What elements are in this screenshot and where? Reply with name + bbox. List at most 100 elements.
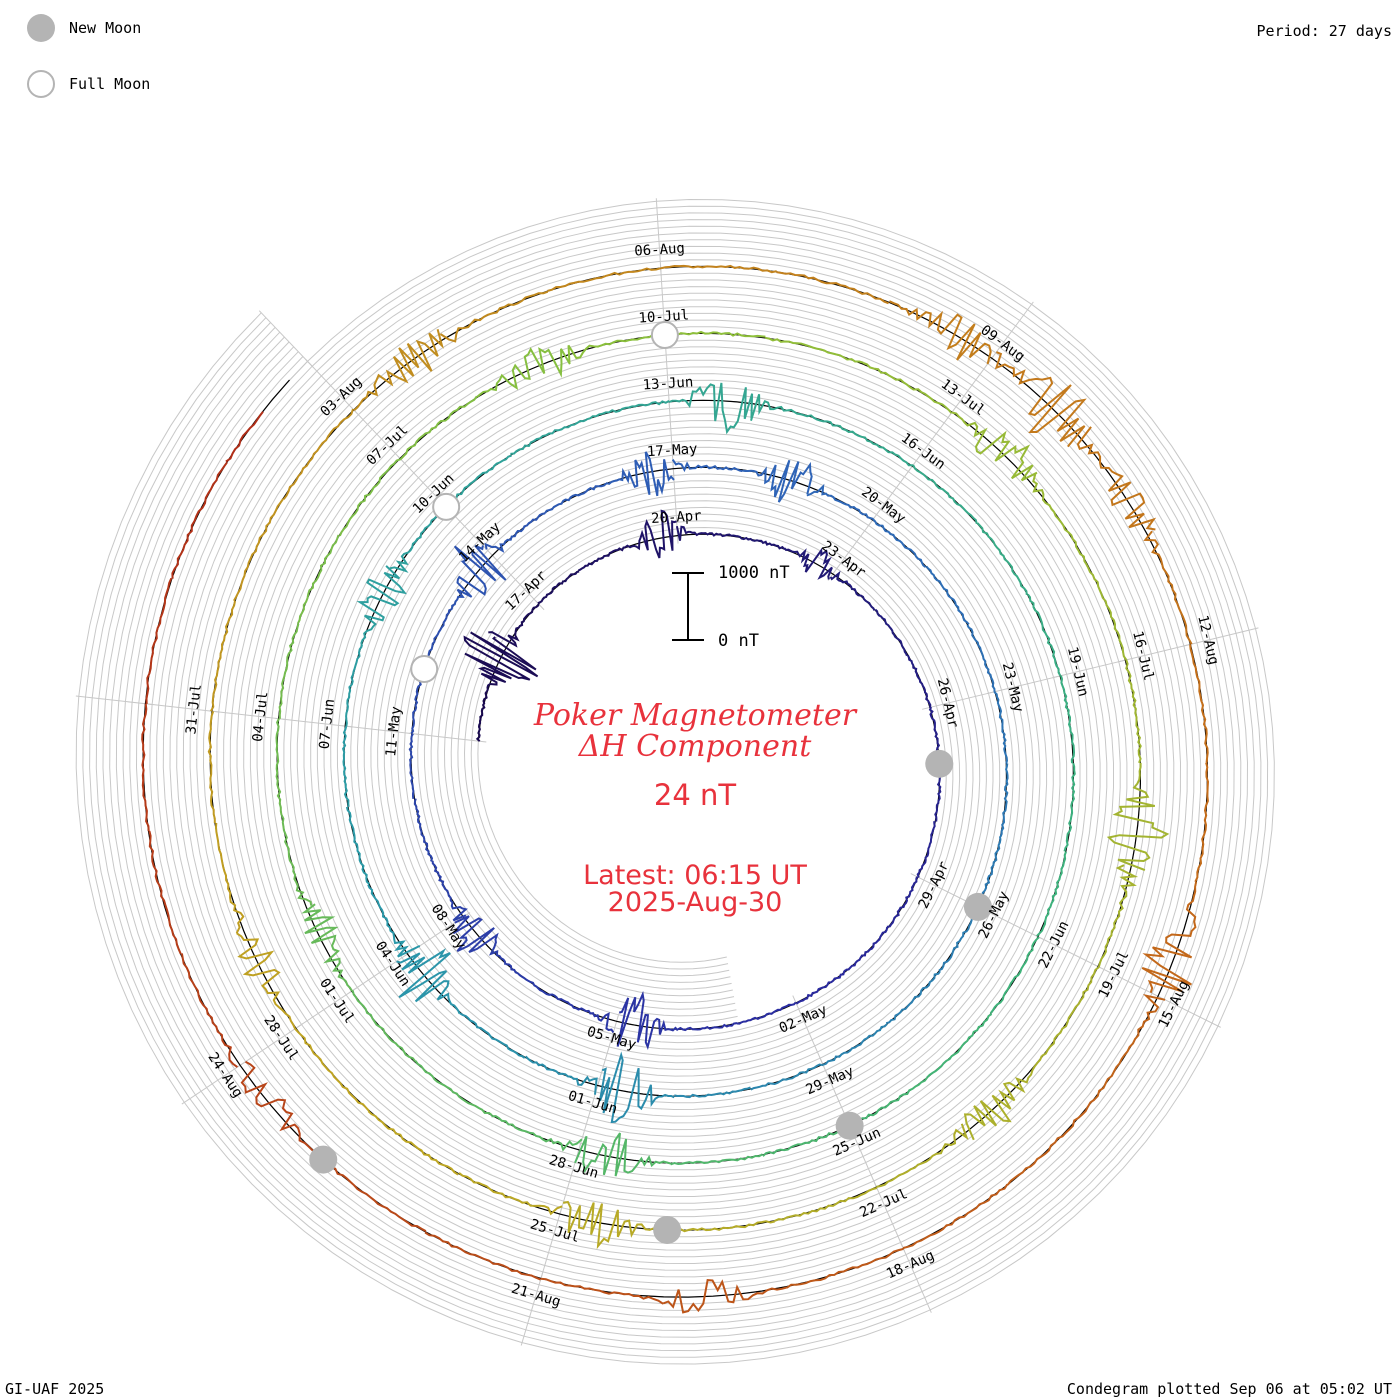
plotted-label: Condegram plotted Sep 06 at 05:02 UT xyxy=(1066,1380,1392,1398)
day-spoke xyxy=(558,1141,582,1218)
trace-segment xyxy=(1143,530,1193,645)
trace-segment xyxy=(240,1060,325,1160)
scale-tick-bottom xyxy=(672,639,704,641)
date-label: 16-Jul xyxy=(1129,629,1156,682)
day-spoke xyxy=(668,398,675,477)
new-moon-marker xyxy=(963,892,992,921)
trace-segment xyxy=(476,347,571,398)
trace-segment xyxy=(674,1086,751,1099)
trace-segment xyxy=(351,990,416,1062)
trace-segment xyxy=(668,382,754,435)
gridline xyxy=(89,212,1262,1352)
trace-segment xyxy=(210,600,236,712)
trace-segment xyxy=(993,691,1009,764)
trace-segment xyxy=(999,763,1009,837)
trace-segment xyxy=(491,1115,583,1152)
trace-segment xyxy=(888,300,992,365)
chart-subtitle: ΔH Component xyxy=(578,729,812,764)
trace-segment xyxy=(1085,564,1128,661)
date-label: 13-Jun xyxy=(642,374,693,393)
trace-segment xyxy=(338,458,402,537)
day-spoke xyxy=(946,355,995,419)
trace-segment xyxy=(872,518,927,568)
trace-segment xyxy=(742,459,813,503)
trace-segment xyxy=(356,565,407,647)
trace-segment xyxy=(475,690,488,742)
legend-new-moon: New Moon xyxy=(27,14,141,42)
trace-segment xyxy=(1076,426,1157,531)
data-traces xyxy=(141,264,1210,1314)
latest-date: 2025-Aug-30 xyxy=(607,887,783,918)
current-value: 24 nT xyxy=(653,778,737,812)
trace-segment xyxy=(408,733,415,800)
trace-segment xyxy=(296,534,340,625)
trace-segment xyxy=(1097,864,1139,968)
date-label: 11-May xyxy=(383,706,405,758)
trace-segment xyxy=(1106,762,1170,872)
trace-segment xyxy=(567,333,666,363)
trace-segment xyxy=(345,646,363,727)
trace-segment xyxy=(806,483,874,520)
trace-segment xyxy=(836,424,913,467)
day-spoke xyxy=(293,986,359,1031)
day-spoke xyxy=(305,358,360,417)
trace-segment xyxy=(885,970,941,1025)
trace-segment xyxy=(598,1051,675,1124)
trace-segment xyxy=(233,498,284,602)
credit-label: GI-UAF 2025 xyxy=(5,1380,105,1398)
day-spoke xyxy=(907,409,955,473)
trace-segment xyxy=(345,806,371,885)
trace-segment xyxy=(822,1023,888,1066)
trace-segment xyxy=(424,1231,541,1281)
chart-title: Poker Magnetometer xyxy=(533,698,857,733)
trace-segment xyxy=(1027,593,1062,677)
day-spoke xyxy=(792,995,825,1068)
gridline xyxy=(82,205,1269,1358)
trace-segment xyxy=(171,461,228,579)
scale-tick-top xyxy=(672,572,704,574)
trace-segment xyxy=(510,418,588,455)
trace-segment xyxy=(738,1001,797,1025)
trace-segment xyxy=(458,1172,563,1216)
trace-segment xyxy=(488,603,540,648)
day-spoke xyxy=(872,1179,905,1252)
day-spoke xyxy=(1030,932,1101,969)
new-moon-icon xyxy=(27,14,55,42)
trace-segment xyxy=(214,822,245,934)
trace-segment xyxy=(1006,1098,1096,1186)
trace-segment xyxy=(586,400,670,421)
day-spoke xyxy=(827,517,875,581)
day-spoke xyxy=(489,552,545,611)
scale-bottom-label: 0 nT xyxy=(718,631,759,651)
trace-segment xyxy=(976,522,1028,596)
latest-time: Latest: 06:15 UT xyxy=(583,860,807,891)
trace-segment xyxy=(141,703,150,832)
day-spoke xyxy=(275,717,354,728)
trace-segment xyxy=(574,1132,671,1177)
trace-segment xyxy=(845,926,889,971)
trace-segment xyxy=(1041,966,1100,1057)
trace-segment xyxy=(989,936,1040,1014)
legend-full-moon: Full Moon xyxy=(27,70,150,98)
trace-segment xyxy=(1060,675,1076,764)
trace-segment xyxy=(675,525,732,541)
period-label: Period: 27 days xyxy=(1256,22,1392,40)
trace-segment xyxy=(783,547,833,580)
day-spoke xyxy=(655,198,662,277)
date-label: 31-Jul xyxy=(183,683,205,735)
trace-segment xyxy=(951,411,1038,482)
trace-segment xyxy=(547,267,661,292)
trace-segment xyxy=(774,1187,878,1222)
day-spoke xyxy=(922,690,999,710)
day-spoke xyxy=(1052,658,1129,679)
date-label: 10-Jul xyxy=(638,307,689,326)
date-label: 20-Apr xyxy=(651,508,702,527)
trace-segment xyxy=(367,1110,459,1176)
trace-segment xyxy=(207,710,216,824)
trace-segment xyxy=(966,624,996,692)
trace-segment xyxy=(1189,644,1209,763)
trace-segment xyxy=(886,876,918,928)
day-spoke xyxy=(181,1060,248,1105)
